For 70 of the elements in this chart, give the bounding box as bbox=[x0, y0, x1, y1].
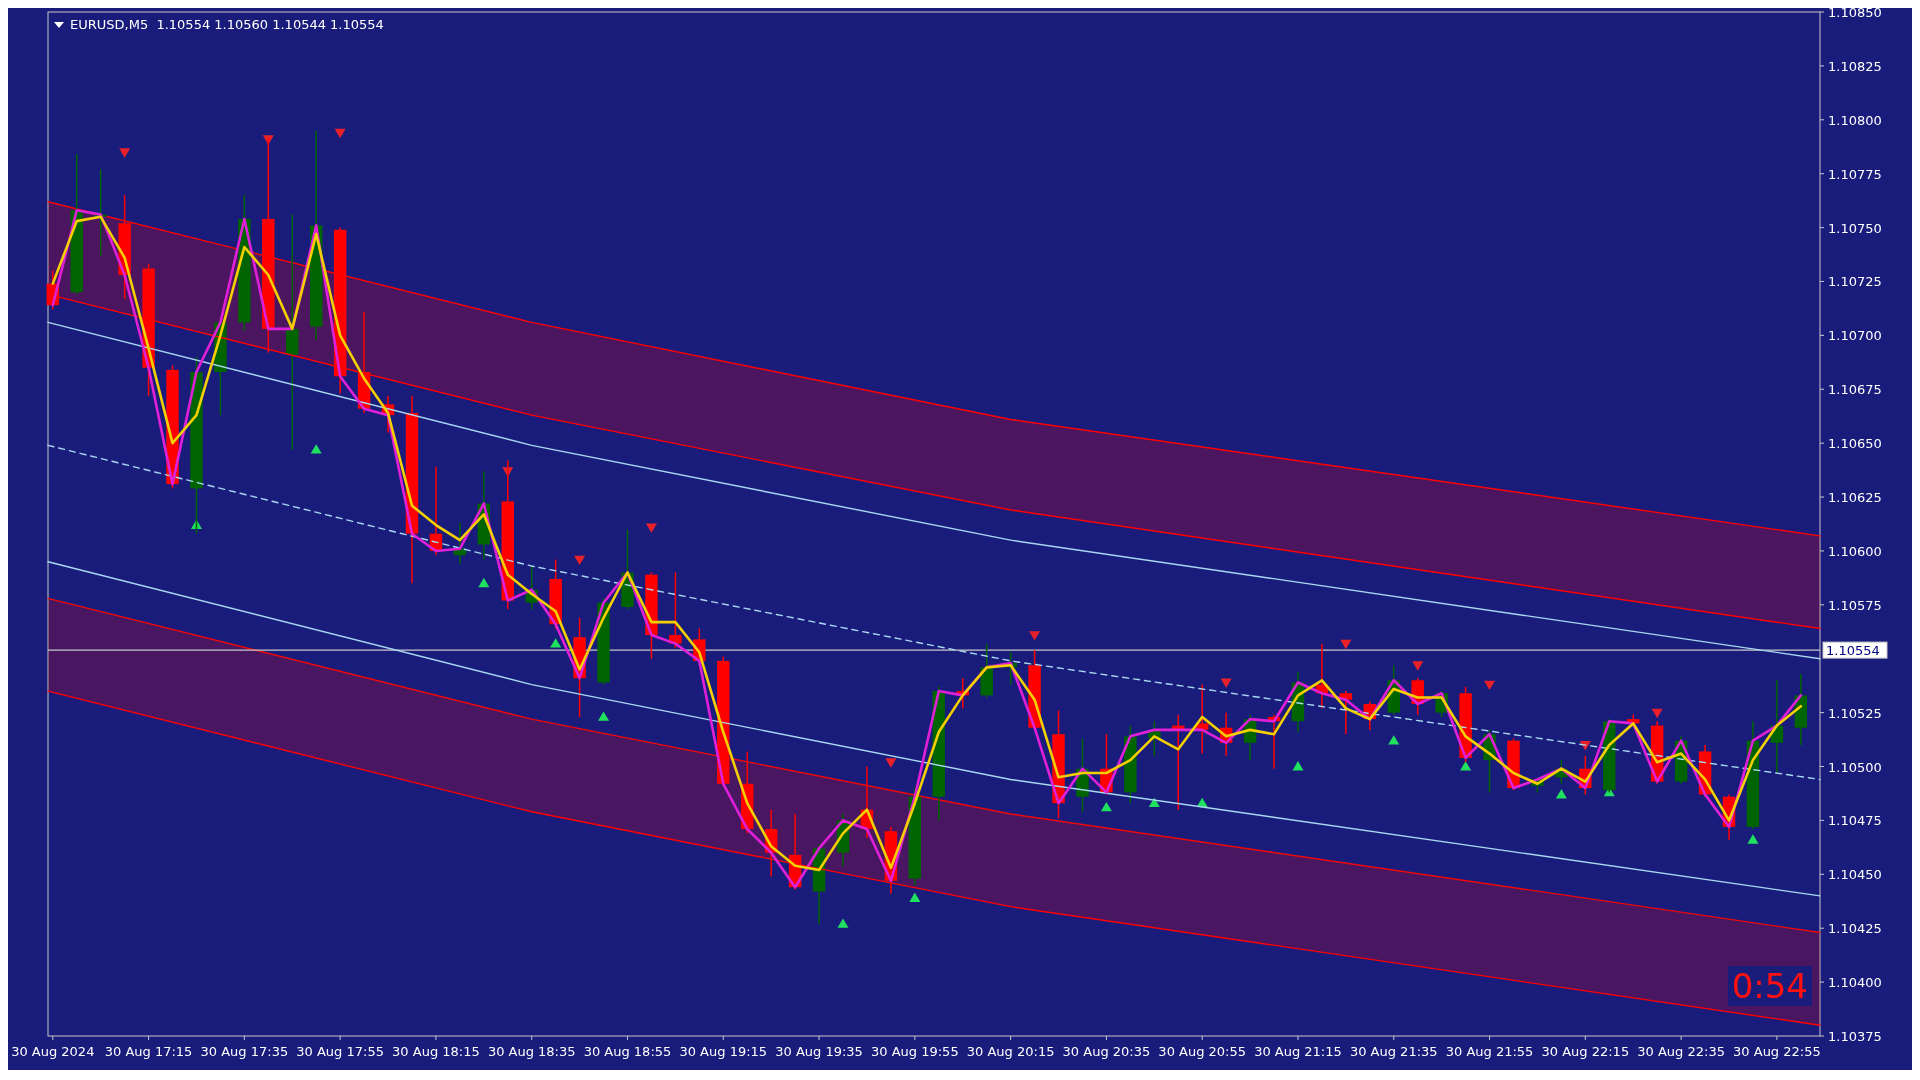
point bbox=[1220, 678, 1232, 688]
x-tick-label: 30 Aug 18:55 bbox=[583, 1044, 672, 1059]
point bbox=[1555, 789, 1567, 799]
y-tick-label: 1.10375 bbox=[1828, 1029, 1882, 1044]
point bbox=[310, 444, 322, 454]
y-tick-label: 1.10500 bbox=[1828, 759, 1882, 775]
point bbox=[1484, 680, 1496, 691]
point bbox=[1100, 801, 1112, 812]
point bbox=[1292, 761, 1304, 771]
y-tick-label: 1.10600 bbox=[1828, 543, 1882, 559]
point bbox=[1340, 639, 1352, 650]
line-series bbox=[47, 597, 1821, 934]
point bbox=[1651, 708, 1663, 719]
point bbox=[478, 577, 490, 588]
y-tick-label: 1.10475 bbox=[1828, 813, 1882, 829]
y-tick-label: 1.10700 bbox=[1828, 328, 1882, 344]
y-tick-label: 1.10400 bbox=[1828, 975, 1882, 991]
x-tick-label: 30 Aug 18:15 bbox=[392, 1044, 480, 1059]
y-tick-label: 1.10775 bbox=[1828, 166, 1882, 182]
x-tick-label: 30 Aug 22:35 bbox=[1637, 1044, 1725, 1059]
line-series bbox=[47, 444, 1821, 781]
point bbox=[1029, 631, 1041, 641]
y-tick-label: 1.10675 bbox=[1828, 382, 1882, 398]
x-tick-label: 30 Aug 17:35 bbox=[200, 1044, 289, 1059]
x-tick-label: 30 Aug 19:55 bbox=[871, 1044, 959, 1059]
x-tick-label: 30 Aug 22:55 bbox=[1733, 1044, 1821, 1059]
x-tick-label: 30 Aug 19:15 bbox=[679, 1044, 768, 1059]
y-tick-label: 1.10725 bbox=[1828, 274, 1882, 290]
x-tick-label: 30 Aug 2024 bbox=[11, 1044, 95, 1059]
y-tick-label: 1.10850 bbox=[1828, 5, 1882, 20]
point bbox=[1412, 661, 1424, 671]
x-tick-label: 30 Aug 17:15 bbox=[104, 1044, 193, 1059]
x-tick-label: 30 Aug 17:55 bbox=[296, 1044, 384, 1059]
point bbox=[598, 711, 610, 721]
line-series bbox=[47, 561, 1821, 897]
line-series bbox=[47, 321, 1821, 660]
point bbox=[574, 555, 586, 566]
annotation: 0:54 bbox=[1731, 966, 1808, 1006]
ref-line-label: 1.10554 bbox=[1826, 643, 1880, 659]
candlestick bbox=[669, 571, 682, 649]
y-tick-label: 1.10575 bbox=[1828, 597, 1882, 613]
x-tick-label: 30 Aug 20:55 bbox=[1158, 1044, 1247, 1059]
x-tick-label: 30 Aug 21:35 bbox=[1349, 1044, 1438, 1059]
point bbox=[334, 128, 346, 139]
y-tick-label: 1.10625 bbox=[1828, 490, 1882, 506]
point bbox=[837, 918, 849, 928]
y-tick-label: 1.10450 bbox=[1828, 867, 1882, 883]
point bbox=[1747, 834, 1759, 844]
x-tick-label: 30 Aug 20:15 bbox=[966, 1044, 1055, 1059]
y-tick-label: 1.10650 bbox=[1828, 436, 1882, 452]
y-tick-label: 1.10825 bbox=[1828, 58, 1882, 74]
x-tick-label: 30 Aug 21:15 bbox=[1254, 1044, 1342, 1059]
x-tick-label: 30 Aug 21:55 bbox=[1445, 1044, 1534, 1059]
x-tick-label: 30 Aug 19:35 bbox=[775, 1044, 863, 1059]
point bbox=[885, 758, 897, 768]
x-tick-label: 30 Aug 18:35 bbox=[487, 1044, 576, 1059]
chart-title: EURUSD,M5 1.10554 1.10560 1.10544 1.10554 bbox=[70, 17, 384, 32]
y-tick-label: 1.10425 bbox=[1828, 921, 1882, 937]
point bbox=[1460, 761, 1472, 771]
x-tick-label: 30 Aug 20:35 bbox=[1062, 1044, 1151, 1059]
point bbox=[550, 638, 562, 648]
y-tick-label: 1.10800 bbox=[1828, 112, 1882, 128]
point bbox=[119, 148, 131, 158]
x-tick-label: 30 Aug 22:15 bbox=[1541, 1044, 1630, 1059]
y-tick-label: 1.10525 bbox=[1828, 705, 1882, 721]
point bbox=[1388, 735, 1400, 745]
y-tick-label: 1.10750 bbox=[1828, 220, 1882, 236]
point bbox=[645, 523, 657, 533]
point bbox=[909, 892, 921, 902]
line-series bbox=[47, 690, 1821, 1026]
